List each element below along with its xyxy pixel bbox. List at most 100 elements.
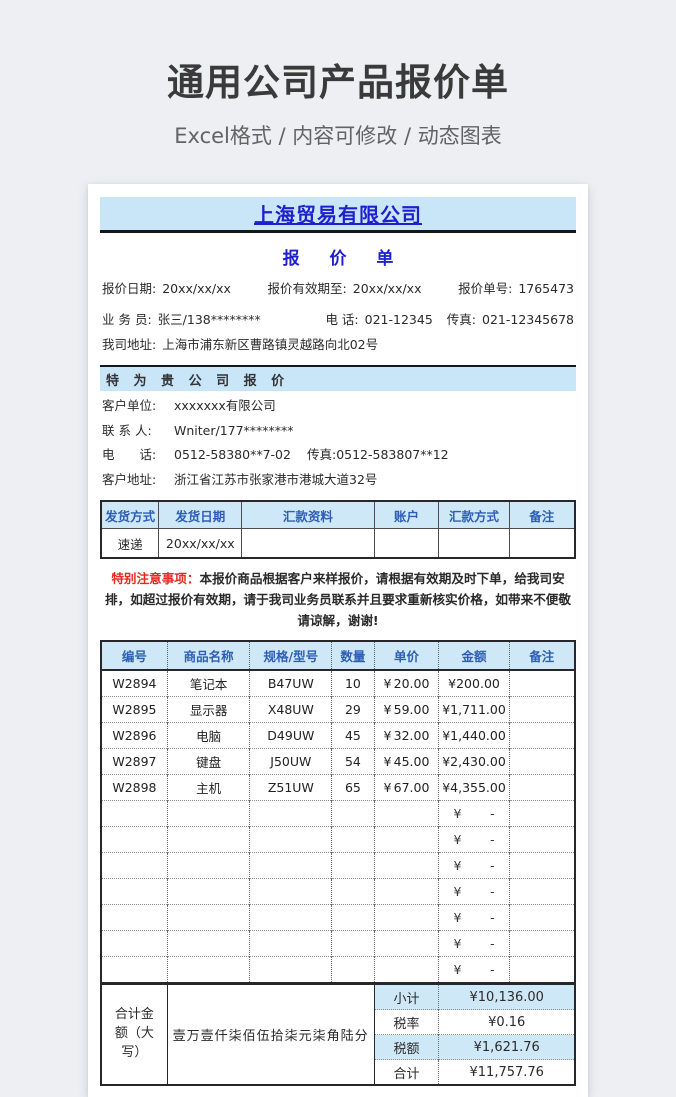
column-header: 发货日期 <box>158 500 243 529</box>
cell-id <box>101 930 168 957</box>
cell-product-name <box>166 826 250 853</box>
column-header: 金额 <box>438 641 510 671</box>
column-header: 编号 <box>101 641 168 671</box>
cell-id <box>101 852 168 879</box>
empty-table-row: ¥ - <box>101 930 575 957</box>
column-header: 商品名称 <box>166 641 250 671</box>
cell-id: W2897 <box>101 748 168 775</box>
currency-symbol: ¥ <box>453 910 462 925</box>
cell-id <box>101 800 168 827</box>
cell-id <box>101 826 168 853</box>
cell-id: W2896 <box>101 722 168 749</box>
totals-table: 合计金额（大写） 壹万壹仟柒佰伍拾柒元柒角陆分 小计 ¥10,136.00 税率 ¥0.1… <box>100 984 576 1086</box>
divider <box>100 230 576 233</box>
page-subtitle: Excel格式 / 内容可修改 / 动态图表 <box>174 124 502 148</box>
seller-tel: 电 话: 021-12345 <box>325 312 433 327</box>
empty-table-row: ¥ - <box>101 826 575 853</box>
cell-product-name <box>166 800 250 827</box>
total-label: 税额 <box>374 1034 439 1060</box>
cell-note <box>508 800 575 827</box>
empty-dash: - <box>490 858 495 873</box>
cell-id <box>101 956 168 983</box>
items-body: W2894 笔记本 B47UW 10 ¥20.00 ¥200.00 W2895 显示器 X48U… <box>101 670 575 983</box>
empty-dash: - <box>490 936 495 951</box>
cell-amount: ¥2,430.00 <box>438 748 510 775</box>
cell-amount: ¥1,440.00 <box>438 722 510 749</box>
empty-amount: ¥ - <box>440 962 507 977</box>
quote-number: 报价单号: 1765473 <box>458 281 574 296</box>
page-header: 通用公司产品报价单 Excel格式 / 内容可修改 / 动态图表 <box>0 0 676 150</box>
cell-model <box>249 956 332 983</box>
items-table: 编号 商品名称 规格/型号 数量 单价 金额 备注 W2894 笔记本 B47UW 1… <box>100 640 576 984</box>
price-number: 59.00 <box>393 702 430 717</box>
cell-unit-price: ¥67.00 <box>373 774 439 801</box>
cell-remit-method <box>438 528 510 559</box>
cell-ship-date: 20xx/xx/xx <box>158 528 243 559</box>
cell-account <box>373 528 440 559</box>
cell-product-name <box>166 956 250 983</box>
shipping-header-row: 发货方式 发货日期 汇款资料 账户 汇款方式 备注 <box>100 500 576 529</box>
cell-id: W2894 <box>112 676 157 691</box>
cell-product-name: 主机 <box>166 774 250 801</box>
column-header: 汇款方式 <box>438 500 510 529</box>
salesman: 业 务 员: 张三/138******** <box>102 312 261 327</box>
cell-amount: ¥ - <box>438 826 510 853</box>
empty-table-row: ¥ - <box>101 904 575 931</box>
amount-in-words-label: 合计金额（大写） <box>101 984 168 1085</box>
cell-qty <box>331 852 374 879</box>
currency-symbol: ¥ <box>383 780 392 795</box>
price-number: 45.00 <box>393 754 430 769</box>
cell-unit-price <box>373 878 439 905</box>
currency-symbol: ¥ <box>453 962 462 977</box>
customer-contact: 联 系 人: Wniter/177******** <box>102 422 294 438</box>
currency-symbol: ¥ <box>453 936 462 951</box>
cell-note <box>508 878 575 905</box>
cell-model: J50UW <box>249 748 332 775</box>
empty-amount: ¥ - <box>440 858 507 873</box>
unit-price-value: ¥45.00 <box>376 754 438 769</box>
cell-qty: 29 <box>331 696 374 723</box>
customer-address: 客户地址: 浙江省江苏市张家港市港城大道32号 <box>102 471 378 487</box>
cell-amount: ¥ - <box>438 800 510 827</box>
column-header: 规格/型号 <box>249 641 332 671</box>
cell-note <box>508 904 575 931</box>
cell-model <box>249 852 332 879</box>
empty-dash: - <box>490 962 495 977</box>
price-number: 67.00 <box>393 780 430 795</box>
doc-title: 报 价 单 <box>282 249 406 269</box>
empty-table-row: ¥ - <box>101 956 575 983</box>
empty-dash: - <box>490 884 495 899</box>
amount-in-words-value: 壹万壹仟柒佰伍拾柒元柒角陆分 <box>167 984 375 1085</box>
empty-table-row: ¥ - <box>101 800 575 827</box>
column-header: 单价 <box>373 641 439 671</box>
cell-amount: ¥ - <box>438 852 510 879</box>
cell-qty: 10 <box>331 670 374 697</box>
quotation-document: 上海贸易有限公司 报 价 单 报价日期: 20xx/xx/xx 报价有效期至: 20… <box>88 184 588 1097</box>
table-row: W2895 显示器 X48UW 29 ¥59.00 ¥1,711.00 <box>101 696 575 723</box>
for-customer-band: 特 为 贵 公 司 报 价 <box>100 365 576 391</box>
cell-qty <box>331 878 374 905</box>
price-number: 32.00 <box>393 728 430 743</box>
price-number: 20.00 <box>393 676 430 691</box>
currency-symbol: ¥ <box>383 728 392 743</box>
seller-info: 业 务 员: 张三/138******** 电 话: 021-12345 传真: 02… <box>102 307 574 357</box>
cell-qty <box>331 904 374 931</box>
total-label: 合计 <box>374 1059 439 1085</box>
meta-row: 报价日期: 20xx/xx/xx 报价有效期至: 20xx/xx/xx 报价单号: 1… <box>102 278 574 297</box>
notice-label: 特别注意事项： <box>111 571 200 586</box>
notice-text: 本报价商品根据客户来样报价，请根据有效期及时下单，给我司安排，如超过报价有效期，… <box>105 571 571 628</box>
cell-unit-price: ¥59.00 <box>373 696 439 723</box>
shipping-data-row: 速递 20xx/xx/xx <box>100 528 576 559</box>
total-value: ¥11,757.76 <box>438 1059 575 1085</box>
cell-model: D49UW <box>249 722 332 749</box>
cell-unit-price <box>373 826 439 853</box>
table-row: W2896 电脑 D49UW 45 ¥32.00 ¥1,440.00 <box>101 722 575 749</box>
empty-amount: ¥ - <box>440 832 507 847</box>
cell-product-name: 显示器 <box>166 696 250 723</box>
seller-fax: 传真: 021-12345678 <box>446 312 574 327</box>
totals-row: 税额 ¥1,621.76 <box>101 1034 575 1060</box>
currency-symbol: ¥ <box>453 884 462 899</box>
cell-model: B47UW <box>249 670 332 697</box>
cell-product-name: 笔记本 <box>166 670 250 697</box>
cell-product-name: 键盘 <box>166 748 250 775</box>
